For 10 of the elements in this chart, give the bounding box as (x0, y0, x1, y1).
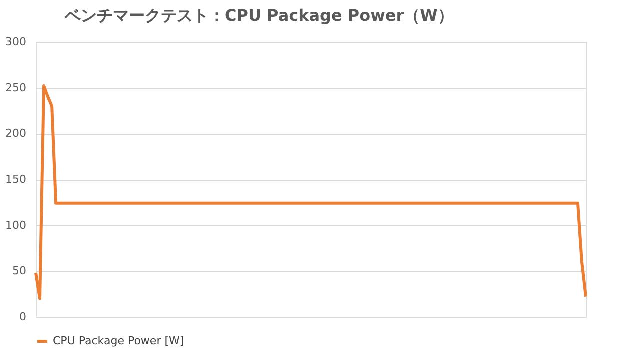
chart-title: ベンチマークテスト：CPU Package Power（W） (64, 6, 454, 25)
legend-label: CPU Package Power [W] (53, 334, 184, 348)
y-tick-label: 50 (12, 264, 26, 278)
y-tick-label: 300 (6, 36, 26, 48)
y-tick-label: 150 (6, 173, 26, 186)
y-tick-label: 0 (20, 310, 26, 324)
y-tick-label: 100 (6, 218, 26, 232)
y-tick-label: 250 (6, 81, 26, 94)
y-tick-label: 200 (6, 127, 26, 140)
line-series (34, 84, 588, 300)
